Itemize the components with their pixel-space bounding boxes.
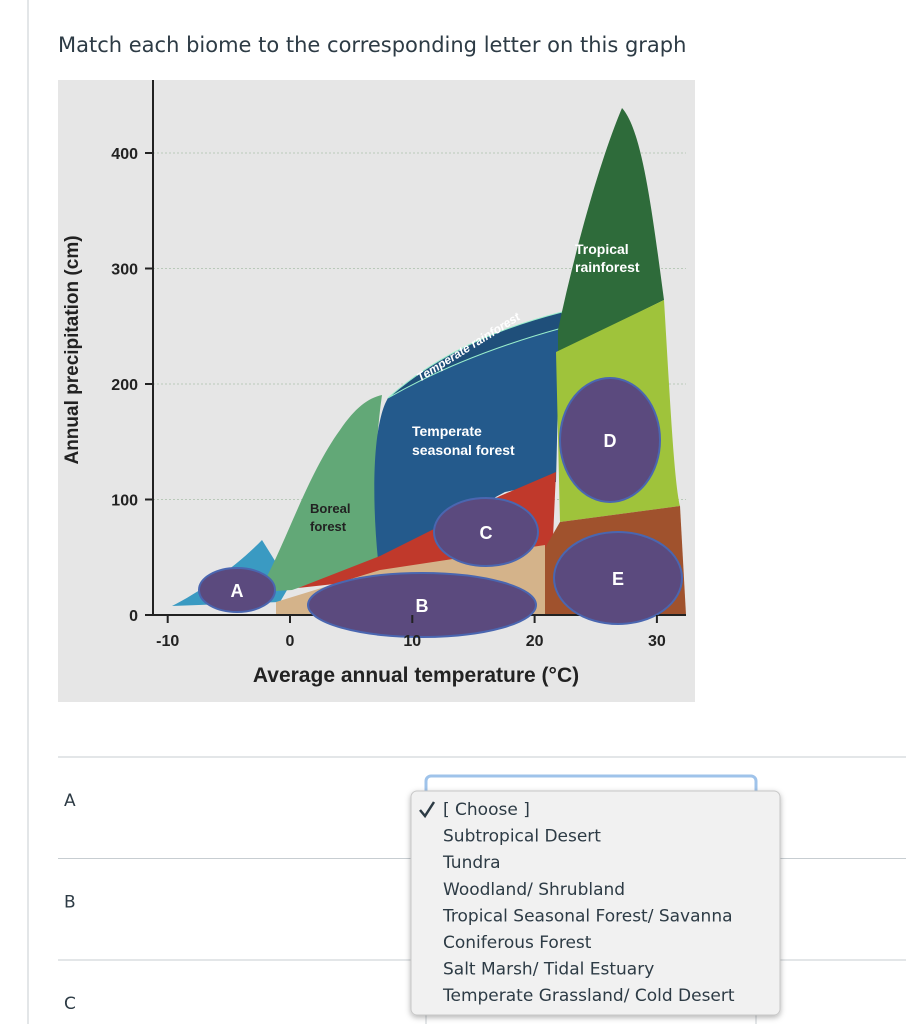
row-label: C	[64, 994, 76, 1014]
dropdown-option[interactable]: [ Choose ]	[443, 800, 530, 820]
x-tick-label: 30	[648, 633, 666, 650]
dropdown-option[interactable]: Coniferous Forest	[443, 933, 592, 953]
y-tick-label: 100	[111, 493, 138, 510]
letter-marker	[559, 377, 661, 503]
dropdown-option[interactable]: Temperate Grassland/ Cold Desert	[442, 986, 735, 1006]
letter-label: A	[231, 581, 244, 601]
dropdown-option[interactable]: Subtropical Desert	[443, 827, 601, 847]
dropdown-option[interactable]: Tundra	[442, 853, 501, 873]
letter-label: C	[480, 523, 493, 543]
y-tick-label: 0	[129, 608, 138, 625]
figure: Tropical rainforest Temperate rainforest…	[58, 80, 695, 702]
x-tick-label: 0	[286, 633, 295, 650]
biome-label: Boreal	[310, 501, 350, 516]
row-label: A	[64, 791, 76, 811]
x-tick-label: 10	[403, 633, 421, 650]
letter-markers: A B C D E	[198, 377, 683, 638]
letter-marker	[307, 572, 537, 638]
biome-label: Tropical	[575, 241, 629, 257]
letter-label: D	[604, 431, 617, 451]
check-mark	[419, 801, 436, 819]
y-tick-label: 200	[111, 377, 138, 394]
x-tick-label: -10	[156, 633, 179, 650]
question: Match each biome to the corresponding le…	[58, 33, 686, 57]
row-label: B	[64, 893, 76, 913]
biome-label: forest	[310, 519, 347, 534]
dropdown-option[interactable]: Salt Marsh/ Tidal Estuary	[443, 960, 654, 980]
dropdown-option[interactable]: Tropical Seasonal Forest/ Savanna	[442, 906, 733, 926]
biome-label: seasonal forest	[412, 442, 515, 458]
y-tick-label: 400	[111, 146, 138, 163]
dropdown-option[interactable]: Woodland/ Shrubland	[443, 880, 625, 900]
x-axis-label: Average annual temperature (°C)	[253, 664, 579, 687]
letter-label: B	[416, 596, 429, 616]
letter-marker	[433, 497, 539, 567]
biome-label: rainforest	[575, 259, 640, 275]
tropical-rainforest-region	[558, 108, 664, 352]
biome-label: Temperate	[412, 423, 482, 439]
boreal-region	[258, 395, 382, 592]
letter-marker	[553, 531, 683, 625]
y-tick-label: 300	[111, 262, 138, 279]
letter-label: E	[612, 569, 624, 589]
dropdown-menu	[410, 790, 781, 1016]
y-axis-label: Annual precipitation (cm)	[62, 235, 83, 464]
dropdown-options: [ Choose ] Subtropical Desert Tundra Woodla…	[442, 800, 735, 1006]
letter-marker	[198, 567, 276, 613]
x-tick-label: 20	[526, 633, 544, 650]
